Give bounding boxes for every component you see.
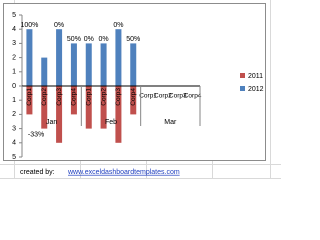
x-tick-label: Corp3 — [56, 88, 63, 106]
legend-label: 2011 — [248, 73, 263, 80]
y-tick-label: 0 — [12, 83, 16, 90]
x-tick-label: Corp4 — [71, 88, 78, 106]
bar — [85, 43, 92, 86]
y-tick-label: 1 — [12, 97, 16, 104]
bar — [56, 29, 63, 86]
x-tick-label: Corp3 — [115, 88, 122, 106]
x-tick-label: Corp4 — [130, 88, 137, 106]
bar — [70, 86, 77, 115]
footer-link[interactable]: www.exceldashboardtemplates.com — [67, 169, 180, 176]
data-label: 0% — [54, 22, 64, 29]
data-label: 100% — [20, 22, 38, 29]
bar — [41, 86, 48, 129]
legend-label: 2012 — [248, 86, 264, 93]
bar — [41, 57, 48, 86]
bar — [70, 43, 77, 86]
y-tick-label: 3 — [12, 125, 16, 132]
y-tick-label: 3 — [12, 40, 16, 47]
y-tick-label: 4 — [12, 26, 16, 33]
y-tick-label: 5 — [12, 154, 16, 161]
bar — [115, 86, 122, 143]
data-label: 0% — [99, 36, 109, 43]
group-label: Jan — [46, 119, 57, 126]
bar — [26, 86, 33, 115]
data-label: 0% — [113, 22, 123, 29]
screen: created by: www.exceldashboardtemplates.… — [0, 0, 281, 179]
y-tick-label: 2 — [12, 111, 16, 118]
bar — [115, 29, 122, 86]
bar — [100, 86, 107, 129]
y-tick-label: 4 — [12, 140, 16, 147]
bar — [100, 43, 107, 86]
bar — [26, 29, 33, 86]
legend-swatch — [240, 73, 245, 78]
x-tick-label: Corp1 — [85, 88, 92, 106]
y-tick-label: 1 — [12, 69, 16, 76]
data-label: 50% — [126, 36, 140, 43]
x-tick-label: Corp1 — [26, 88, 33, 106]
y-tick-label: 5 — [12, 12, 16, 19]
data-label: 50% — [67, 36, 81, 43]
bar — [56, 86, 63, 143]
data-label: 0% — [84, 36, 94, 43]
group-label: Mar — [164, 119, 177, 126]
bar — [130, 86, 137, 115]
y-tick-label: 2 — [12, 54, 16, 61]
x-tick-label: Corp4 — [184, 93, 202, 100]
legend-swatch — [240, 86, 245, 91]
bar — [130, 43, 137, 86]
x-tick-label: Corp2 — [154, 93, 172, 100]
group-label: Feb — [105, 119, 117, 126]
bar — [85, 86, 92, 129]
data-label: -33% — [28, 131, 44, 138]
x-tick-label: Corp2 — [100, 88, 107, 106]
x-tick-label: Corp3 — [169, 93, 187, 100]
x-tick-label: Corp2 — [41, 88, 48, 106]
x-tick-label: Corp1 — [139, 93, 157, 100]
footer-label: created by: — [20, 169, 55, 176]
